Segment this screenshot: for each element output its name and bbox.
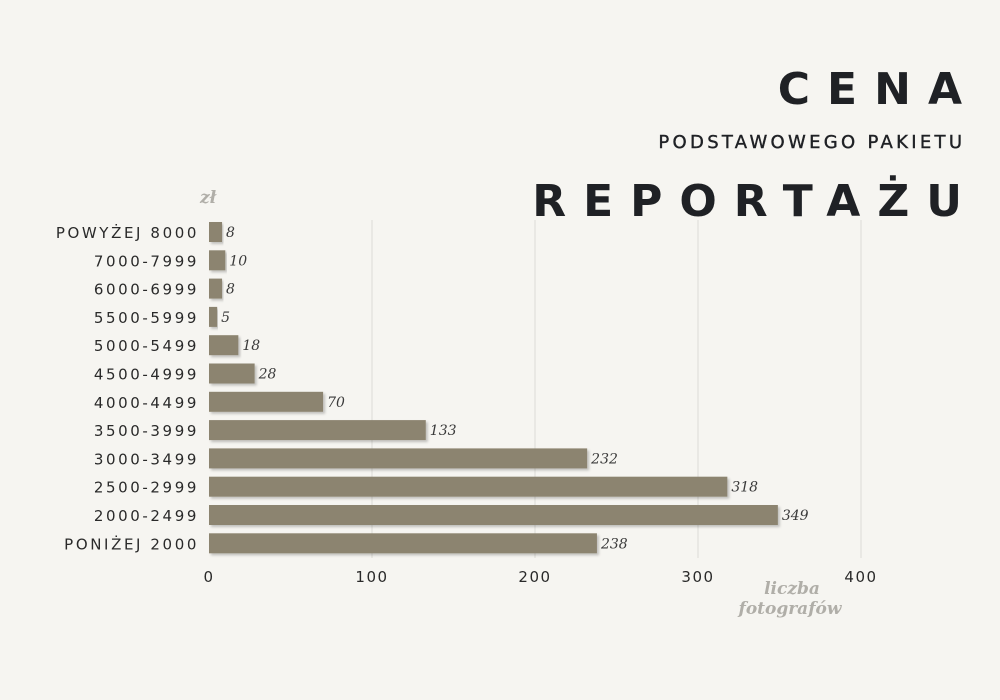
x-tick-label: 100 xyxy=(355,568,388,586)
value-label: 232 xyxy=(590,451,618,467)
bar xyxy=(209,306,218,327)
value-label: 8 xyxy=(226,225,235,241)
bar xyxy=(209,278,223,299)
x-tick-label: 0 xyxy=(203,568,214,586)
x-tick-label: 200 xyxy=(518,568,551,586)
x-tick-label: 400 xyxy=(844,568,877,586)
bar xyxy=(209,363,255,384)
y-axis-unit-label: zł xyxy=(199,188,217,208)
bar xyxy=(209,448,588,469)
bar xyxy=(209,391,324,412)
bar xyxy=(209,476,728,497)
value-labels: 8 10 8 5 18 28 70 133 232 318 349 238 xyxy=(221,225,809,552)
category-label: 4500-4999 xyxy=(94,366,199,384)
value-label: 70 xyxy=(327,395,345,411)
bar xyxy=(209,222,223,242)
bar xyxy=(209,335,239,356)
category-label: POWYŻEJ 8000 xyxy=(56,223,199,242)
value-label: 28 xyxy=(258,367,277,383)
category-label: 5500-5999 xyxy=(94,309,199,327)
x-axis-title-line: fotografów xyxy=(738,599,843,619)
category-label: 7000-7999 xyxy=(94,252,199,270)
bar xyxy=(209,250,226,271)
category-label: 2500-2999 xyxy=(94,479,199,497)
bar xyxy=(209,420,426,441)
value-label: 8 xyxy=(226,282,235,298)
category-label: 3000-3499 xyxy=(94,450,199,468)
chart-title-line-1: CENA xyxy=(777,64,979,115)
bar xyxy=(209,533,597,554)
value-label: 5 xyxy=(221,310,230,326)
x-axis-ticks: 0 100 200 300 400 xyxy=(203,568,877,586)
bar xyxy=(209,505,778,525)
category-label: 2000-2499 xyxy=(94,507,199,525)
chart-title-line-3: REPORTAŻU xyxy=(532,176,979,227)
category-label: 6000-6999 xyxy=(94,281,199,299)
value-label: 10 xyxy=(229,253,247,269)
grid-lines xyxy=(371,220,862,558)
value-label: 318 xyxy=(731,480,758,496)
category-labels: POWYŻEJ 8000 7000-7999 6000-6999 5500-5999 5… xyxy=(56,223,199,553)
x-axis-title-line: liczba xyxy=(764,579,820,599)
category-label: PONIŻEJ 2000 xyxy=(64,534,199,553)
value-label: 349 xyxy=(782,508,809,524)
category-label: 3500-3999 xyxy=(94,422,199,440)
chart-title-line-2: PODSTAWOWEGO PAKIETU xyxy=(658,132,966,153)
x-tick-label: 300 xyxy=(681,568,714,586)
category-label: 4000-4499 xyxy=(94,394,199,412)
value-label: 18 xyxy=(242,338,260,354)
value-label: 133 xyxy=(430,423,457,439)
bars xyxy=(209,222,778,554)
value-label: 238 xyxy=(600,536,628,552)
category-label: 5000-5499 xyxy=(94,337,199,355)
